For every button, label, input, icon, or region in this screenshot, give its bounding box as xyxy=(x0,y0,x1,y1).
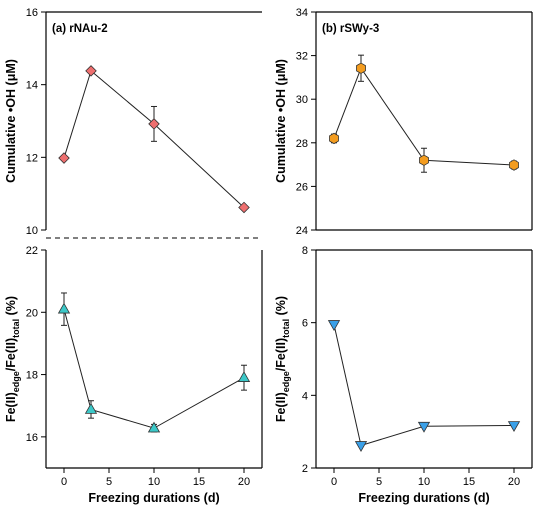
y-tick-label: 20 xyxy=(26,307,38,319)
data-point xyxy=(58,152,70,164)
data-point xyxy=(329,132,339,145)
y-tick-label: 12 xyxy=(26,152,38,164)
y-tick-label: 24 xyxy=(296,225,308,237)
chart-panel-2: 24 26 28 30 32 34 (b) rSWy-3 Cumulative •OH (μM… xyxy=(274,7,533,237)
x-tick-label: 0 xyxy=(331,476,337,488)
y-label-subscript: edge xyxy=(281,371,291,392)
y-label-part: /Fe(II) xyxy=(274,338,288,371)
x-tick-label: 0 xyxy=(61,476,67,488)
data-point xyxy=(417,421,431,433)
x-tick-label: 15 xyxy=(193,476,205,488)
y-label-part: (%) xyxy=(274,296,288,319)
series-line xyxy=(333,67,515,166)
x-tick-label: 10 xyxy=(418,476,430,488)
y-tick-label: 16 xyxy=(26,7,38,19)
data-point xyxy=(354,441,368,453)
series-line xyxy=(63,309,245,429)
y-tick-label: 8 xyxy=(302,245,308,257)
data-point xyxy=(327,320,341,332)
x-tick-label: 10 xyxy=(148,476,160,488)
x-tick-label: 20 xyxy=(508,476,520,488)
y-tick-label: 16 xyxy=(26,432,38,444)
x-axis-label: Freezing durations (d) xyxy=(88,491,219,505)
data-point xyxy=(238,201,250,214)
y-label-part: Fe(II) xyxy=(4,392,18,422)
data-point xyxy=(57,302,71,314)
y-label-subscript: edge xyxy=(11,371,21,392)
y-tick-label: 28 xyxy=(296,138,308,150)
y-tick-label: 18 xyxy=(26,370,38,382)
y-label-subscript: total xyxy=(281,319,291,338)
chart-panel-3: 16 18 20 22 0 5 10 15 20 Fe(II)edge/Fe(II)total (… xyxy=(4,245,263,505)
y-tick-label: 22 xyxy=(26,245,38,257)
y-axis-label: Fe(II)edge/Fe(II)total (%) xyxy=(4,296,21,422)
y-axis-label: Fe(II)edge/Fe(II)total (%) xyxy=(274,296,291,422)
x-tick-label: 15 xyxy=(463,476,475,488)
x-axis-label: Freezing durations (d) xyxy=(358,491,489,505)
x-tick-label: 5 xyxy=(376,476,382,488)
chart-panel-1: 10 12 14 16 (a) rNAu-2 Cumulative •OH (μM) xyxy=(4,7,262,237)
y-axis-label: Cumulative •OH (μM) xyxy=(274,59,288,183)
panel-title: (b) rSWy-3 xyxy=(322,23,379,35)
series-line xyxy=(63,69,245,208)
chart-panel-4: 2 4 6 8 0 5 10 15 20 Fe(II)edge/Fe(II)total (%) Fr… xyxy=(274,245,533,505)
panel-title: (a) rNAu-2 xyxy=(52,23,108,35)
y-tick-label: 32 xyxy=(296,51,308,63)
data-point xyxy=(419,154,429,166)
data-point xyxy=(507,421,521,433)
data-point xyxy=(85,65,97,77)
y-tick-label: 2 xyxy=(302,463,308,475)
data-point xyxy=(147,421,161,433)
y-tick-label: 26 xyxy=(296,181,308,193)
y-tick-label: 14 xyxy=(26,80,38,92)
data-point xyxy=(509,159,519,171)
data-point xyxy=(237,371,251,382)
y-tick-label: 34 xyxy=(296,7,308,19)
data-point xyxy=(148,118,160,130)
y-tick-label: 30 xyxy=(296,94,308,106)
y-tick-label: 4 xyxy=(302,390,308,402)
x-tick-label: 5 xyxy=(106,476,112,488)
y-label-part: /Fe(II) xyxy=(4,338,18,371)
data-point xyxy=(84,402,98,414)
y-label-part: Fe(II) xyxy=(274,392,288,422)
y-tick-label: 10 xyxy=(26,225,38,237)
y-label-part: (%) xyxy=(4,296,18,319)
series-line xyxy=(333,324,515,447)
y-axis-label: Cumulative •OH (μM) xyxy=(4,59,18,183)
y-tick-label: 6 xyxy=(302,318,308,330)
x-tick-label: 20 xyxy=(238,476,250,488)
data-point xyxy=(356,62,366,74)
y-label-subscript: total xyxy=(11,319,21,338)
